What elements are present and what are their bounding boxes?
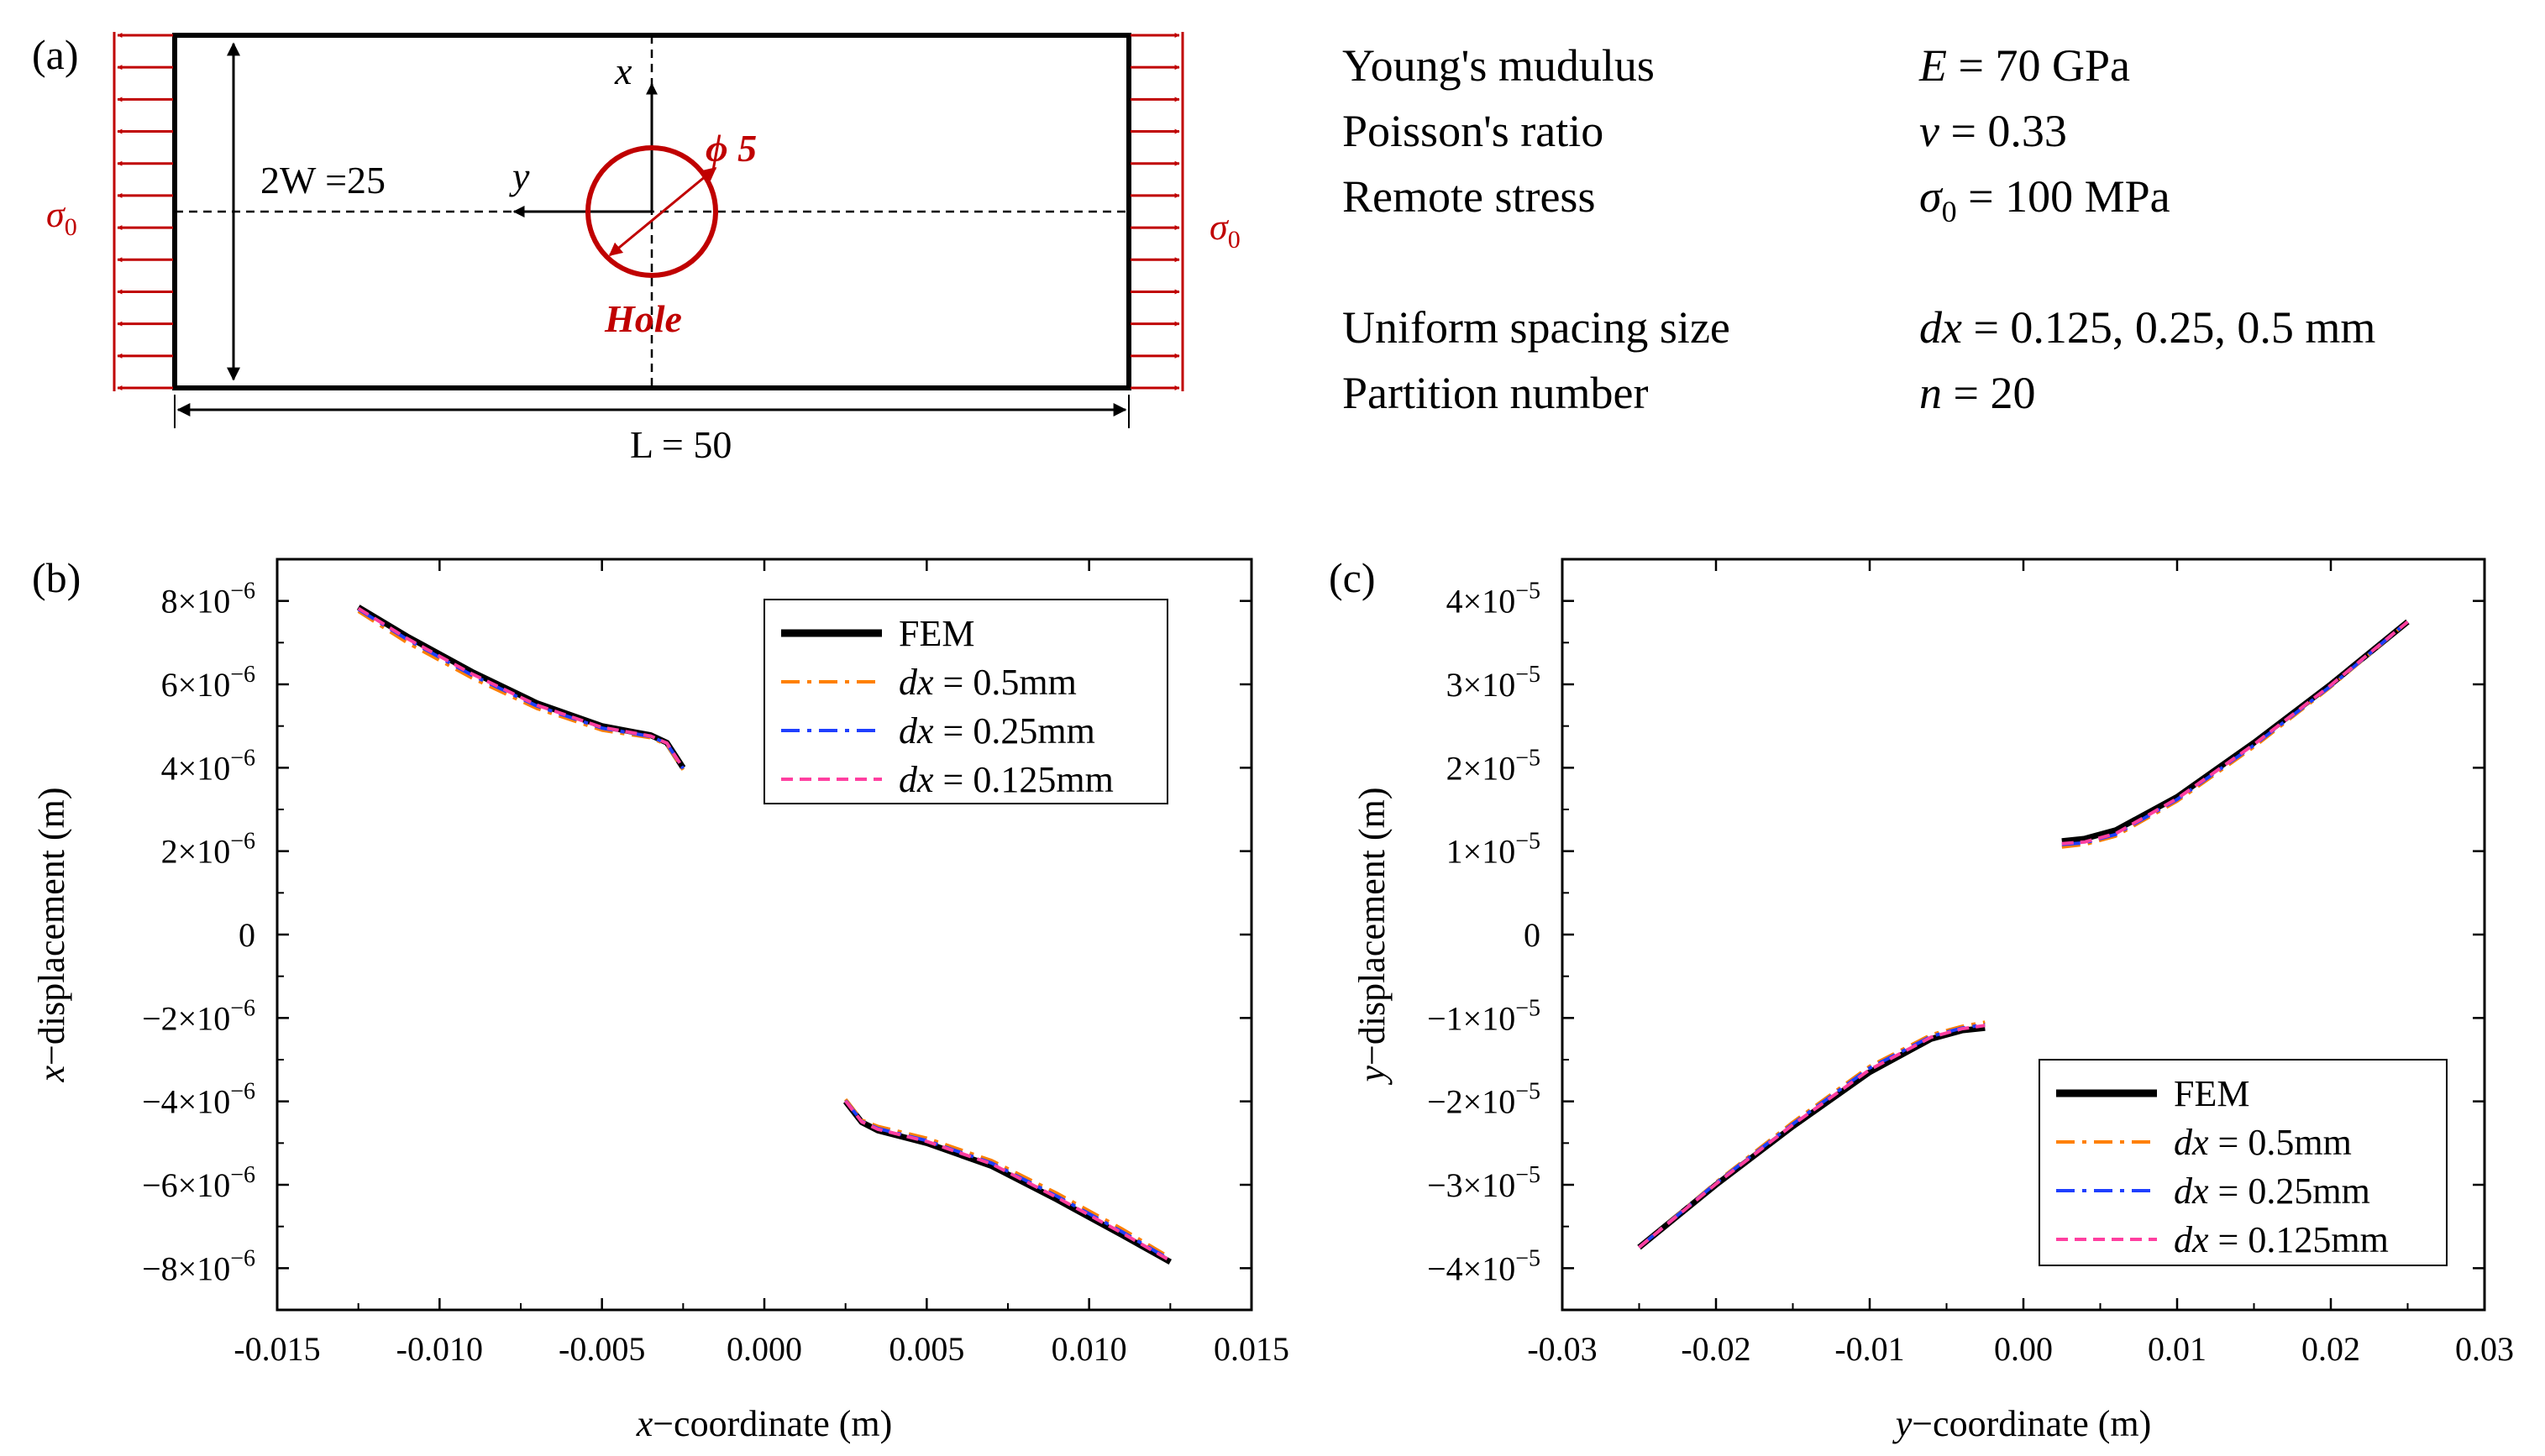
series-line: [357, 610, 685, 771]
x-tick-label: 0.000: [727, 1330, 802, 1368]
y-axis-label: x−displacement (m): [31, 787, 72, 1082]
x-axis-label: y−coordinate (m): [1892, 1403, 2152, 1444]
param-value-4: n = 20: [1919, 368, 2035, 418]
legend-label: dx = 0.25mm: [899, 710, 1095, 752]
panel-c-label: (c): [1329, 554, 1376, 601]
panel-b-label: (b): [32, 554, 81, 601]
hole-diameter-arrow: [608, 166, 717, 257]
param-name-3: Uniform spacing size: [1342, 302, 1730, 353]
param-name-0: Young's mudulus: [1342, 40, 1655, 91]
x-tick-label: 0.005: [889, 1330, 964, 1368]
series-line: [1638, 1023, 1986, 1249]
param-name-2: Remote stress: [1342, 171, 1595, 222]
y-axis-label: y: [509, 155, 530, 197]
x-tick-label: -0.01: [1834, 1330, 1904, 1368]
legend-label: dx = 0.5mm: [899, 662, 1077, 703]
stress-right-label: σ0: [1210, 207, 1241, 254]
y-tick-label: −2×10−5: [1427, 1079, 1540, 1121]
hole-diameter-label: ϕ 5: [706, 127, 757, 170]
legend-label: dx = 0.25mm: [2174, 1171, 2370, 1212]
x-tick-label: 0.00: [1994, 1330, 2053, 1368]
chart-b: -0.015 -0.010 -0.005 0.000 0.005 0.010 0.015 8×…: [31, 558, 1289, 1444]
legend-label: FEM: [2174, 1073, 2249, 1114]
parameter-table: Young's mudulus E = 70 GPa Poisson's rat…: [1342, 40, 2375, 418]
x-tick-label: -0.02: [1681, 1330, 1750, 1368]
chart-c: -0.03 -0.02 -0.01 0.00 0.01 0.02 0.03 4×10−5 3×1…: [1351, 558, 2514, 1444]
series-line: [1637, 1024, 1986, 1250]
y-tick-label: 0: [239, 916, 255, 954]
x-tick-label: -0.010: [396, 1330, 483, 1368]
x-tick-label: -0.005: [559, 1330, 645, 1368]
width-label: 2W =25: [260, 159, 386, 202]
y-tick-label: 2×10−5: [1446, 745, 1540, 787]
series-line: [2061, 620, 2409, 846]
param-value-3: dx = 0.125, 0.25, 0.5 mm: [1919, 302, 2375, 353]
series-line: [1638, 1020, 1986, 1249]
legend-label: dx = 0.125mm: [2174, 1219, 2389, 1260]
param-name-4: Partition number: [1342, 368, 1648, 418]
y-tick-label: 6×10−6: [161, 662, 255, 704]
y-tick-label: 1×10−5: [1446, 829, 1540, 871]
load-arrows-left: [117, 33, 173, 390]
panel-a-label: (a): [32, 31, 79, 78]
stress-left-label: σ0: [46, 194, 77, 241]
x-axis-label: x−coordinate (m): [636, 1403, 893, 1444]
x-tick-label: 0.02: [2301, 1330, 2360, 1368]
legend-label: FEM: [899, 613, 974, 654]
load-arrows-right: [1131, 33, 1180, 390]
y-tick-label: −4×10−6: [142, 1079, 255, 1121]
y-axis-label: y−displacement (m): [1351, 787, 1393, 1085]
series-line: [844, 1099, 1172, 1263]
y-tick-label: −8×10−6: [142, 1245, 255, 1287]
series-line: [2061, 619, 2410, 845]
y-tick-label: 3×10−5: [1446, 662, 1540, 704]
x-tick-label: 0.03: [2455, 1330, 2514, 1368]
series-line: [357, 606, 685, 769]
legend-label: dx = 0.5mm: [2174, 1122, 2352, 1163]
y-tick-label: −6×10−6: [142, 1162, 255, 1204]
hole-label: Hole: [604, 297, 682, 340]
y-tick-label: −4×10−5: [1427, 1245, 1540, 1287]
x-tick-label: -0.03: [1527, 1330, 1597, 1368]
x-tick-label: 0.01: [2148, 1330, 2207, 1368]
x-tick-label: 0.015: [1214, 1330, 1289, 1368]
x-tick-label: -0.015: [234, 1330, 320, 1368]
y-tick-label: 0: [1524, 916, 1540, 954]
param-value-2: σ0 = 100 MPa: [1919, 171, 2170, 228]
param-name-1: Poisson's ratio: [1342, 106, 1603, 156]
series-line: [2061, 620, 2409, 846]
y-tick-label: 2×10−6: [161, 829, 255, 871]
param-value-0: E = 70 GPa: [1918, 40, 2130, 91]
y-tick-label: −2×10−6: [142, 995, 255, 1037]
legend-label: dx = 0.125mm: [899, 759, 1114, 800]
series-line: [842, 1099, 1173, 1265]
x-tick-label: 0.010: [1052, 1330, 1127, 1368]
series-line: [2061, 620, 2409, 849]
length-label: L = 50: [630, 423, 732, 466]
x-axis-label: x: [614, 50, 632, 92]
y-tick-label: 4×10−6: [161, 745, 255, 787]
y-tick-label: 8×10−6: [161, 579, 255, 621]
series-line: [356, 605, 686, 770]
y-tick-label: −3×10−5: [1427, 1162, 1540, 1204]
y-tick-label: 4×10−5: [1446, 579, 1540, 621]
series-line: [1638, 1024, 1986, 1249]
series-line: [357, 607, 685, 770]
param-value-1: ν = 0.33: [1919, 106, 2067, 156]
panel-a: (a) 2W =25 L = 50 x y ϕ 5 Hole σ0 σ0: [32, 31, 2375, 466]
y-tick-label: −1×10−5: [1427, 995, 1540, 1037]
